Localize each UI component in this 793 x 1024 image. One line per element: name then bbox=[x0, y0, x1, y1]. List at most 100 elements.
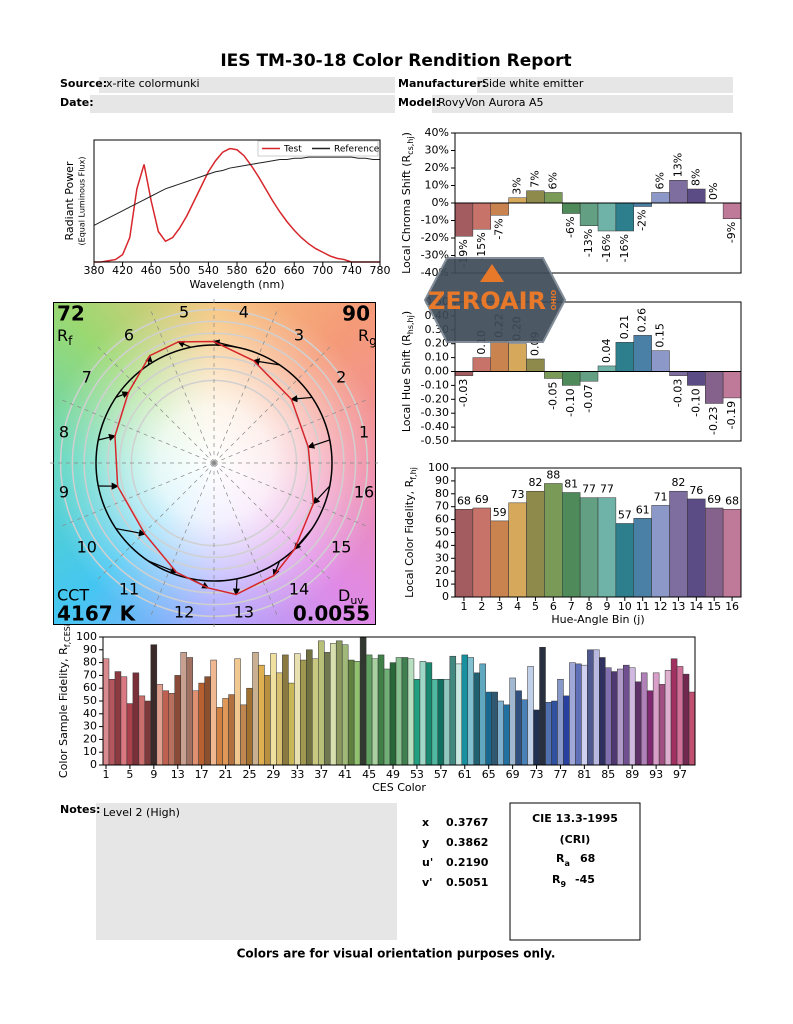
bar bbox=[479, 663, 486, 766]
y-tick-label: 30% bbox=[425, 144, 449, 157]
bar bbox=[347, 659, 355, 766]
symbol-sub: f bbox=[68, 334, 73, 348]
chroma-value: 0.5051 bbox=[446, 876, 488, 889]
y-tick-label: 0% bbox=[432, 196, 449, 209]
bar bbox=[186, 657, 193, 766]
bar bbox=[419, 661, 427, 766]
cct-value: 4167 K bbox=[57, 602, 137, 626]
model-field bbox=[432, 95, 733, 113]
bar bbox=[676, 666, 684, 766]
label-sub: f,hj bbox=[409, 467, 418, 480]
bar bbox=[324, 652, 331, 766]
bin-label: 16 bbox=[354, 482, 374, 501]
watermark-text: ZEROAIR bbox=[428, 287, 546, 315]
bar bbox=[587, 649, 594, 766]
bar bbox=[443, 678, 451, 766]
x-tick-label: 93 bbox=[649, 768, 663, 781]
bar bbox=[651, 350, 670, 372]
grid-circle bbox=[118, 367, 310, 559]
date-field bbox=[90, 95, 395, 113]
bar bbox=[651, 505, 670, 598]
x-tick-label: 16 bbox=[725, 600, 739, 613]
label-part: Local Color Fidelity, R bbox=[403, 479, 416, 597]
bar bbox=[526, 490, 545, 598]
value-label: -0.19 bbox=[725, 401, 738, 429]
bar bbox=[670, 658, 678, 766]
x-tick-label: 49 bbox=[386, 768, 400, 781]
x-tick-label: 7 bbox=[568, 600, 575, 613]
footer: Colors are for visual orientation purpos… bbox=[237, 947, 556, 961]
test-polygon bbox=[114, 340, 315, 596]
label-part: Local Chroma Shift (R bbox=[400, 154, 413, 273]
symbol: R bbox=[552, 873, 561, 886]
bar bbox=[640, 672, 648, 766]
source-field bbox=[99, 77, 395, 93]
label-part: Local Hue Shift (R bbox=[400, 334, 413, 432]
bar bbox=[490, 340, 509, 372]
value-label: -0.10 bbox=[689, 388, 702, 416]
bar bbox=[651, 192, 670, 204]
bar bbox=[431, 678, 439, 766]
bar bbox=[652, 672, 660, 766]
shift-arrow bbox=[115, 527, 147, 537]
bin-label: 10 bbox=[77, 538, 97, 557]
bin-label: 1 bbox=[359, 423, 369, 442]
field-label: Manufacturer: bbox=[398, 77, 487, 90]
bar bbox=[198, 682, 205, 766]
label-sub: hs,hj bbox=[406, 315, 415, 334]
bar bbox=[579, 371, 599, 382]
bar bbox=[192, 690, 199, 766]
x-tick-label: 73 bbox=[530, 768, 544, 781]
value-label: 0.26 bbox=[636, 308, 649, 333]
bar bbox=[622, 664, 630, 766]
cri-subtitle: (CRI) bbox=[560, 833, 591, 846]
bar bbox=[389, 662, 397, 766]
x-tick-label: 5 bbox=[532, 600, 539, 613]
bar bbox=[544, 483, 563, 598]
legend-label: Reference bbox=[334, 145, 380, 155]
bar bbox=[634, 681, 642, 766]
bar bbox=[472, 202, 491, 230]
bin-label: 6 bbox=[124, 325, 134, 344]
rf-value: 72 bbox=[57, 302, 85, 326]
bin-label: 9 bbox=[59, 482, 69, 501]
bar bbox=[455, 663, 463, 766]
bar bbox=[222, 698, 229, 766]
chroma-value: 0.3862 bbox=[446, 836, 488, 849]
y-tick-label: 50 bbox=[435, 526, 449, 539]
bin-boundary bbox=[150, 462, 215, 616]
chroma-label: y bbox=[422, 836, 429, 849]
x-tick-label: 14 bbox=[689, 600, 703, 613]
field-value: RovyVon Aurora A5 bbox=[438, 96, 544, 109]
bar bbox=[544, 371, 563, 379]
value-label: 7% bbox=[528, 170, 541, 187]
bin-label: 13 bbox=[234, 603, 254, 622]
bar bbox=[144, 700, 152, 766]
value-label: 0.04 bbox=[600, 338, 613, 363]
x-tick-label: 17 bbox=[195, 768, 209, 781]
bar bbox=[605, 667, 612, 766]
bar bbox=[497, 700, 504, 766]
y-tick-label: 40 bbox=[435, 538, 449, 551]
value-label: 13% bbox=[671, 153, 684, 177]
bin-boundary bbox=[213, 310, 278, 464]
y-tick-label: -0.50 bbox=[421, 434, 449, 447]
bin-label: 5 bbox=[179, 302, 189, 321]
chroma-label: u' bbox=[422, 856, 433, 869]
y-tick-label: 40 bbox=[83, 707, 97, 720]
chroma-label: v' bbox=[422, 876, 433, 889]
bar bbox=[180, 652, 187, 766]
bar bbox=[526, 190, 545, 204]
value-label: -16% bbox=[600, 234, 613, 262]
bar bbox=[688, 691, 696, 766]
field-label: Model: bbox=[398, 96, 440, 109]
bin-label: 8 bbox=[59, 423, 69, 442]
value-label: 77 bbox=[582, 483, 596, 496]
value-label: 73 bbox=[511, 488, 525, 501]
x-tick-label: 29 bbox=[266, 768, 280, 781]
x-tick-label: 780 bbox=[370, 264, 391, 277]
bar bbox=[533, 709, 540, 766]
bar bbox=[120, 676, 128, 766]
axis-label: Color Sample Fidelity, Rf,CESi bbox=[57, 624, 72, 778]
shift-arrow bbox=[312, 485, 331, 505]
